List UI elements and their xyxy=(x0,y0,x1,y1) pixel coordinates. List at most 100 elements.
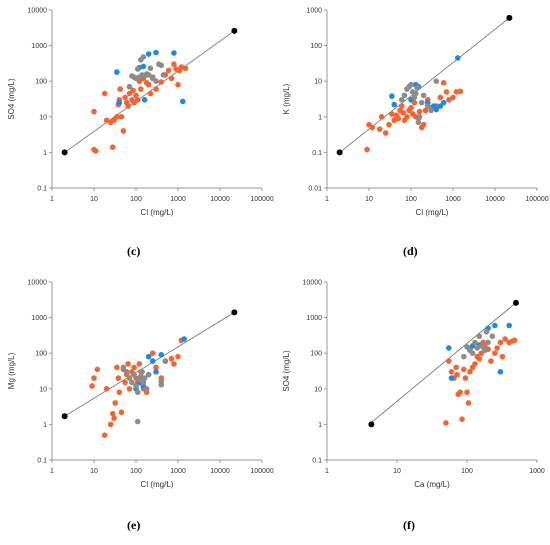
blue-point xyxy=(454,55,461,61)
gray-point xyxy=(145,72,152,78)
black-point xyxy=(231,309,238,316)
x-tick-label: 1 xyxy=(50,468,54,475)
blue-point xyxy=(149,358,156,364)
x-tick-label: 1000 xyxy=(529,468,545,475)
y-tick-label: 100 xyxy=(310,351,322,358)
blue-point xyxy=(181,336,187,342)
x-tick-label: 10 xyxy=(90,196,98,203)
gray-point xyxy=(424,103,431,109)
y-tick-label: 100 xyxy=(35,79,47,86)
y-tick-label: 1000 xyxy=(31,43,47,50)
orange-point xyxy=(153,364,159,371)
orange-point xyxy=(476,355,483,362)
gray-point xyxy=(428,107,434,114)
x-tick-label: 10 xyxy=(90,468,98,475)
gray-point xyxy=(140,379,147,386)
orange-point xyxy=(122,379,128,386)
orange-point xyxy=(395,115,402,122)
black-point xyxy=(231,27,238,34)
x-tick-label: 1000 xyxy=(170,468,186,475)
blue-point xyxy=(116,99,123,106)
orange-point xyxy=(109,410,116,417)
orange-point xyxy=(133,92,139,99)
orange-point xyxy=(125,103,131,109)
mixing-line xyxy=(64,312,235,417)
y-tick-label: 0.1 xyxy=(37,458,47,465)
orange-point xyxy=(182,65,189,72)
orange-point xyxy=(416,108,423,115)
y-tick-label: 0.1 xyxy=(37,186,47,193)
orange-point xyxy=(114,364,120,371)
panel-label-c: (c) xyxy=(127,244,141,258)
orange-point xyxy=(494,345,500,351)
mixing-line xyxy=(339,17,510,153)
gray-point xyxy=(160,72,167,78)
orange-point xyxy=(175,353,181,360)
orange-point xyxy=(168,355,175,362)
orange-point xyxy=(125,361,131,367)
orange-point xyxy=(126,386,133,392)
orange-point xyxy=(94,366,101,373)
x-tick-label: 1 xyxy=(50,196,54,203)
orange-point xyxy=(386,121,392,128)
orange-point xyxy=(408,104,414,111)
orange-point xyxy=(446,358,452,364)
mixing-line xyxy=(368,302,517,425)
y-tick-label: 10 xyxy=(39,114,47,121)
x-tick-label: 10000 xyxy=(485,196,505,203)
gray-point xyxy=(472,339,478,346)
gray-point xyxy=(133,383,139,389)
orange-point xyxy=(398,103,405,109)
orange-point xyxy=(112,400,119,406)
orange-point xyxy=(136,361,143,367)
orange-point xyxy=(404,114,410,120)
orange-point xyxy=(460,366,467,373)
gray-point xyxy=(412,90,419,97)
gray-point xyxy=(131,371,137,378)
orange-point xyxy=(389,111,395,117)
gray-point xyxy=(408,81,414,88)
orange-point xyxy=(165,67,172,74)
gray-point xyxy=(143,386,150,392)
orange-point xyxy=(171,361,177,367)
x-tick-label: 100 xyxy=(130,196,142,203)
orange-point xyxy=(120,128,127,134)
blue-point xyxy=(492,322,498,329)
blue-point xyxy=(391,101,398,108)
orange-point xyxy=(454,371,460,378)
blue-point xyxy=(506,322,512,329)
y-tick-label: 0.1 xyxy=(312,150,322,157)
gray-point xyxy=(158,62,165,69)
x-axis-label: Ca (mg/L) xyxy=(414,480,450,489)
orange-point xyxy=(176,67,183,74)
y-tick-label: 1000 xyxy=(306,8,322,15)
orange-point xyxy=(376,126,383,132)
gray-point xyxy=(145,371,152,378)
orange-point xyxy=(134,97,141,103)
orange-point xyxy=(131,364,137,371)
blue-point xyxy=(389,93,395,99)
orange-point xyxy=(420,121,427,128)
orange-point xyxy=(116,389,123,396)
black-point xyxy=(506,14,513,21)
gray-point xyxy=(420,92,427,99)
y-tick-label: 10 xyxy=(314,386,322,393)
blue-point xyxy=(153,369,159,375)
x-tick-label: 1 xyxy=(325,468,329,475)
gray-point xyxy=(398,97,405,103)
chart-e: 1 10 100 1000 10000 1000000.1110100100010000C… xyxy=(7,280,274,490)
y-tick-label: 1000 xyxy=(31,315,47,322)
orange-point xyxy=(147,90,154,97)
blue-point xyxy=(179,98,186,105)
orange-point xyxy=(114,114,120,120)
orange-point xyxy=(464,389,470,396)
gray-point xyxy=(418,99,425,106)
y-tick-label: 10000 xyxy=(303,280,323,287)
x-tick-label: 10000 xyxy=(210,468,230,475)
gray-point xyxy=(126,375,133,381)
orange-point xyxy=(467,369,473,375)
orange-point xyxy=(117,86,123,92)
orange-point xyxy=(492,350,498,356)
y-tick-label: 1 xyxy=(43,422,47,429)
